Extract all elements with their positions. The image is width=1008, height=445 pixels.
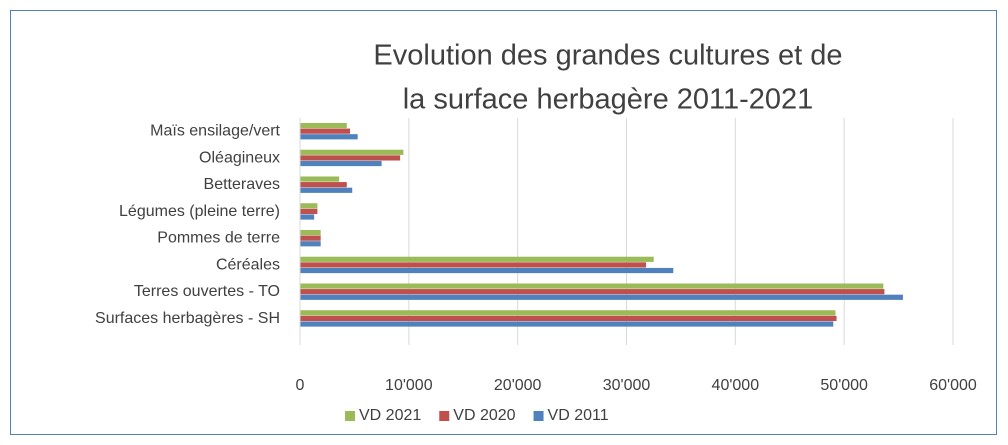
y-tick-label: Maïs ensilage/vert [150,123,280,140]
bar [300,262,647,268]
bar [300,283,884,289]
chart-border [10,10,997,435]
bar [300,122,347,129]
bar [300,241,321,247]
bar [300,187,353,193]
bar [300,315,837,322]
bar [300,229,321,236]
y-tick-label: Pommes de terre [157,230,280,247]
x-tick-label: 0 [296,377,305,394]
bar [300,289,885,295]
bar [300,128,351,134]
bar [300,208,318,215]
bar [300,294,903,300]
bar [300,203,318,209]
bar [300,149,404,155]
bar [300,134,358,140]
x-tick-label: 20'000 [494,377,542,394]
legend-swatch [345,411,355,421]
x-tick-label: 60'000 [929,377,977,394]
y-tick-label: Betteraves [204,176,280,193]
x-tick-label: 50'000 [820,377,868,394]
bar [300,155,401,161]
legend-label: VD 2021 [359,407,421,424]
bar [300,235,321,241]
bar [300,267,674,274]
bar [300,321,834,327]
bar [300,310,836,316]
chart-title: la surface herbagère 2011-2021 [403,84,814,116]
legend-swatch [439,411,450,421]
y-tick-label: Surfaces herbagères - SH [95,310,280,327]
y-tick-label: Légumes (pleine terre) [119,203,280,220]
bar [300,256,654,262]
x-tick-label: 30'000 [603,377,651,394]
y-tick-label: Céréales [216,256,280,273]
bar [300,214,315,220]
bar [300,176,340,182]
legend-label: VD 2011 [548,407,609,424]
x-tick-label: 10'000 [385,377,433,394]
x-tick-label: 40'000 [712,377,760,394]
y-tick-label: Terres ouvertes - TO [134,283,280,300]
bar [300,160,382,167]
legend-label: VD 2020 [453,407,515,424]
chart-title: Evolution des grandes cultures et de [373,40,842,72]
bar [300,182,347,188]
y-tick-label: Oléagineux [199,149,280,166]
legend-swatch [533,411,544,421]
